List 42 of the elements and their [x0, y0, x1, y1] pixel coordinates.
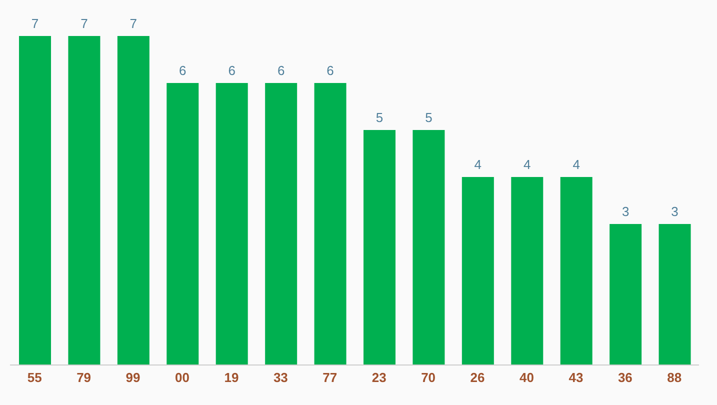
x-tick-label: 26 — [470, 370, 485, 386]
data-label: 6 — [277, 63, 285, 78]
bar — [610, 224, 642, 365]
x-tick-label: 70 — [421, 370, 436, 386]
data-label: 5 — [425, 110, 432, 125]
x-tick-label: 36 — [618, 370, 632, 386]
bar — [364, 130, 396, 365]
bar — [560, 177, 592, 365]
data-label: 5 — [376, 110, 384, 125]
data-label: 4 — [474, 157, 482, 172]
data-label: 7 — [80, 16, 88, 31]
bar — [68, 36, 100, 365]
bar — [412, 130, 445, 365]
x-tick-label: 23 — [372, 370, 386, 386]
x-tick-label: 77 — [322, 370, 338, 386]
data-label: 6 — [179, 63, 186, 78]
x-tick-label: 55 — [27, 370, 42, 386]
data-label: 7 — [31, 16, 39, 31]
bar — [19, 36, 51, 365]
bar — [658, 224, 691, 365]
x-tick-label: 33 — [273, 370, 288, 386]
x-tick-label: 88 — [667, 370, 682, 386]
bar — [117, 36, 150, 365]
bar — [314, 83, 346, 365]
bar — [216, 83, 248, 365]
bar — [462, 177, 494, 365]
x-tick-label: 99 — [126, 370, 140, 386]
x-tick-label: 40 — [520, 370, 534, 386]
bar — [166, 83, 199, 365]
x-tick-label: 43 — [568, 370, 584, 386]
x-tick-label: 00 — [175, 370, 190, 386]
x-tick-label: 19 — [224, 370, 239, 386]
x-tick-label: 79 — [76, 370, 92, 386]
data-label: 6 — [228, 63, 236, 78]
data-label: 3 — [622, 204, 630, 219]
data-label: 4 — [524, 157, 531, 172]
data-label: 4 — [572, 157, 580, 172]
bar — [265, 83, 298, 365]
bar — [511, 177, 544, 365]
data-label: 7 — [130, 16, 138, 31]
data-label: 3 — [671, 204, 678, 219]
data-label: 6 — [326, 63, 334, 78]
